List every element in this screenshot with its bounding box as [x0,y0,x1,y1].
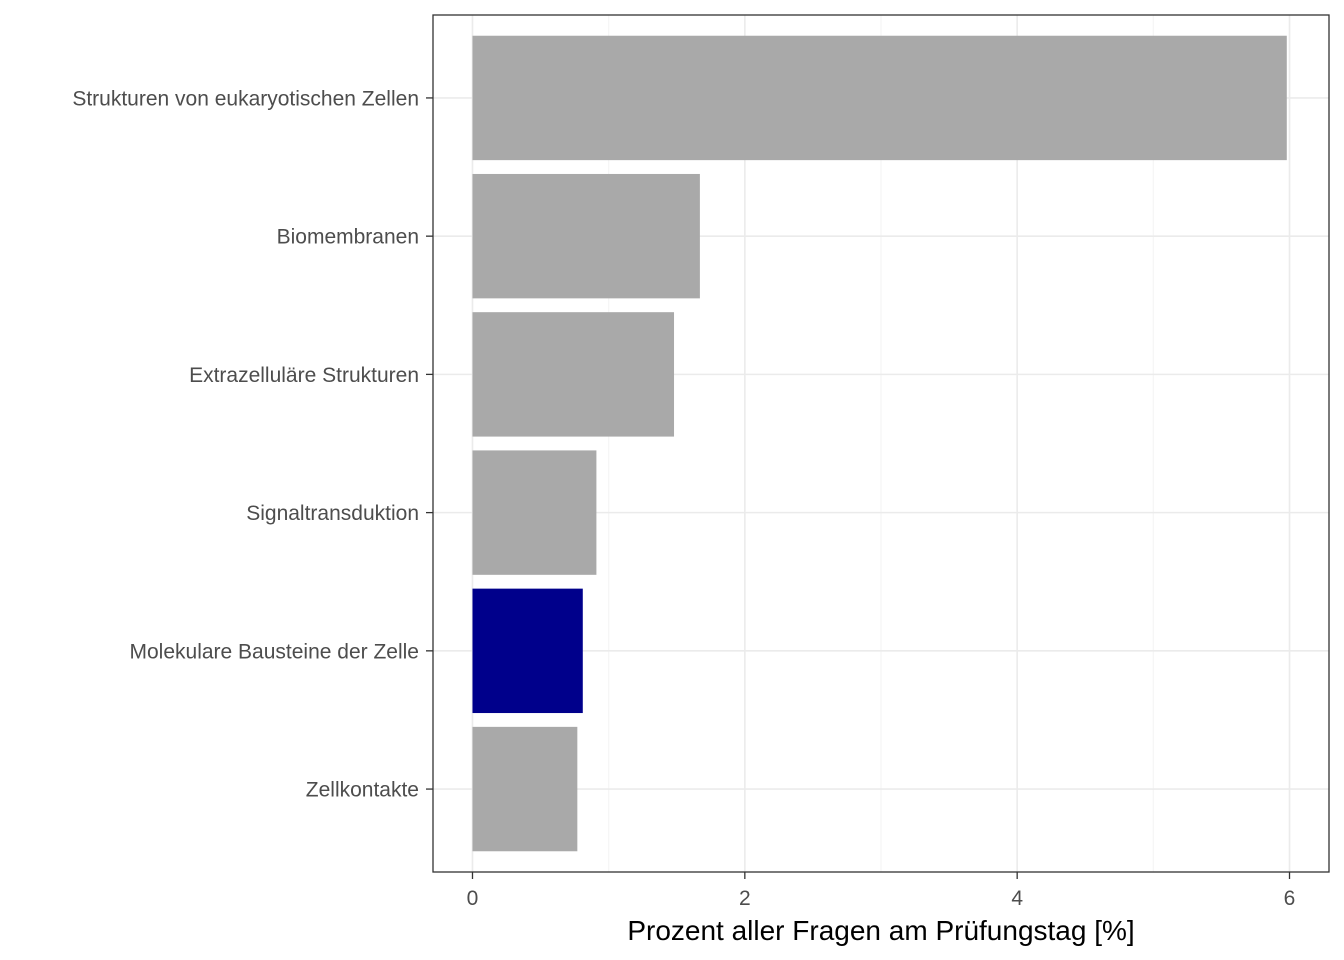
bars [472,35,1287,852]
x-tick-label: 6 [1284,887,1296,910]
x-tick-label: 0 [467,887,479,910]
bar-5 [472,588,583,714]
bar-4 [472,450,597,575]
x-tick-label: 4 [1011,887,1023,910]
y-tick-label: Molekulare Bausteine der Zelle [130,640,420,663]
x-axis: 0 2 4 6 [467,872,1296,910]
y-tick-label: Signaltransduktion [246,502,419,525]
bar-6 [472,726,578,852]
y-tick-label: Biomembranen [277,226,419,249]
x-axis-title: Prozent aller Fragen am Prüfungstag [%] [627,915,1134,946]
y-axis: Strukturen von eukaryotischen Zellen Biom… [72,87,433,802]
bar-3 [472,312,675,437]
x-tick-label: 2 [739,887,751,910]
bar-1 [472,35,1287,161]
panel-border [432,14,1330,873]
y-tick-label: Strukturen von eukaryotischen Zellen [72,87,419,110]
y-tick-label: Zellkontakte [306,779,419,802]
y-tick-label: Extrazelluläre Strukturen [189,364,419,387]
bar-2 [472,173,700,299]
